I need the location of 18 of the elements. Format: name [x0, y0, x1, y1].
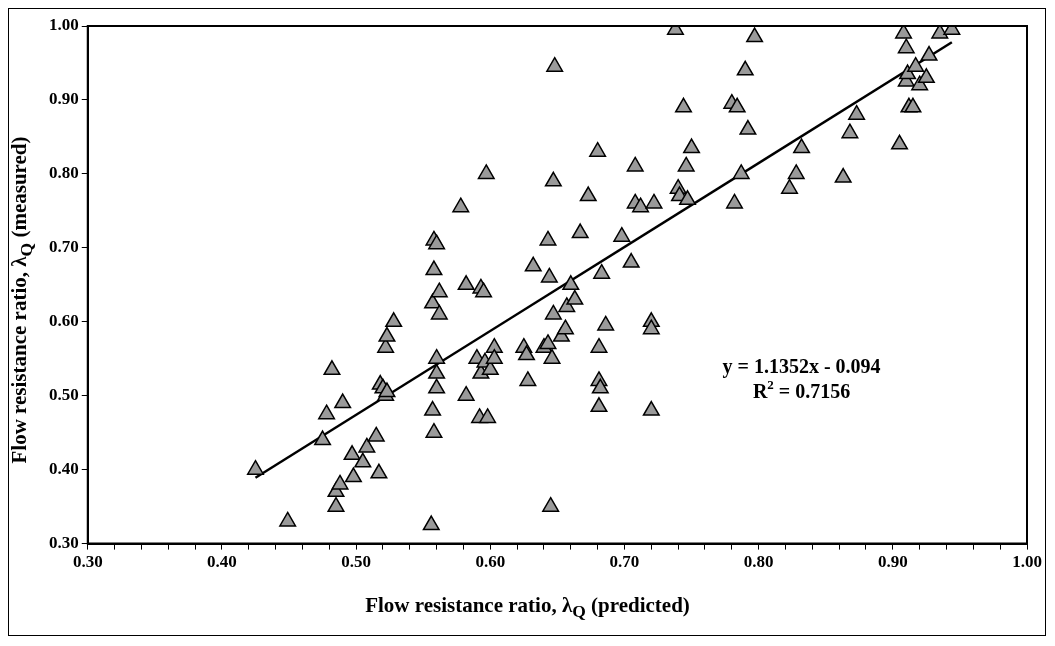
x-tick-label: 1.00 — [1012, 552, 1042, 572]
x-tick-label: 0.50 — [341, 552, 371, 572]
y-tick-label: 0.70 — [49, 237, 79, 257]
annotation: y = 1.1352x - 0.094 — [722, 354, 881, 378]
y-tick-label: 0.60 — [49, 311, 79, 331]
y-tick-label: 0.40 — [49, 459, 79, 479]
x-tick-label: 0.40 — [207, 552, 237, 572]
x-tick-label: 0.30 — [72, 552, 103, 572]
x-tick-label: 0.60 — [475, 552, 506, 572]
y-tick-label: 0.50 — [49, 385, 79, 405]
y-tick-label: 0.80 — [49, 163, 79, 183]
y-tick-label: 0.90 — [49, 89, 79, 109]
x-tick-label: 0.80 — [743, 552, 774, 572]
x-tick-label: 0.90 — [877, 552, 908, 572]
y-tick-label: 1.00 — [49, 15, 79, 35]
x-tick-label: 0.70 — [609, 552, 640, 572]
y-tick-label: 0.30 — [49, 532, 79, 552]
x-axis-title: Flow resistance ratio, λ$_{Q}$ (predicted) — [364, 593, 691, 623]
